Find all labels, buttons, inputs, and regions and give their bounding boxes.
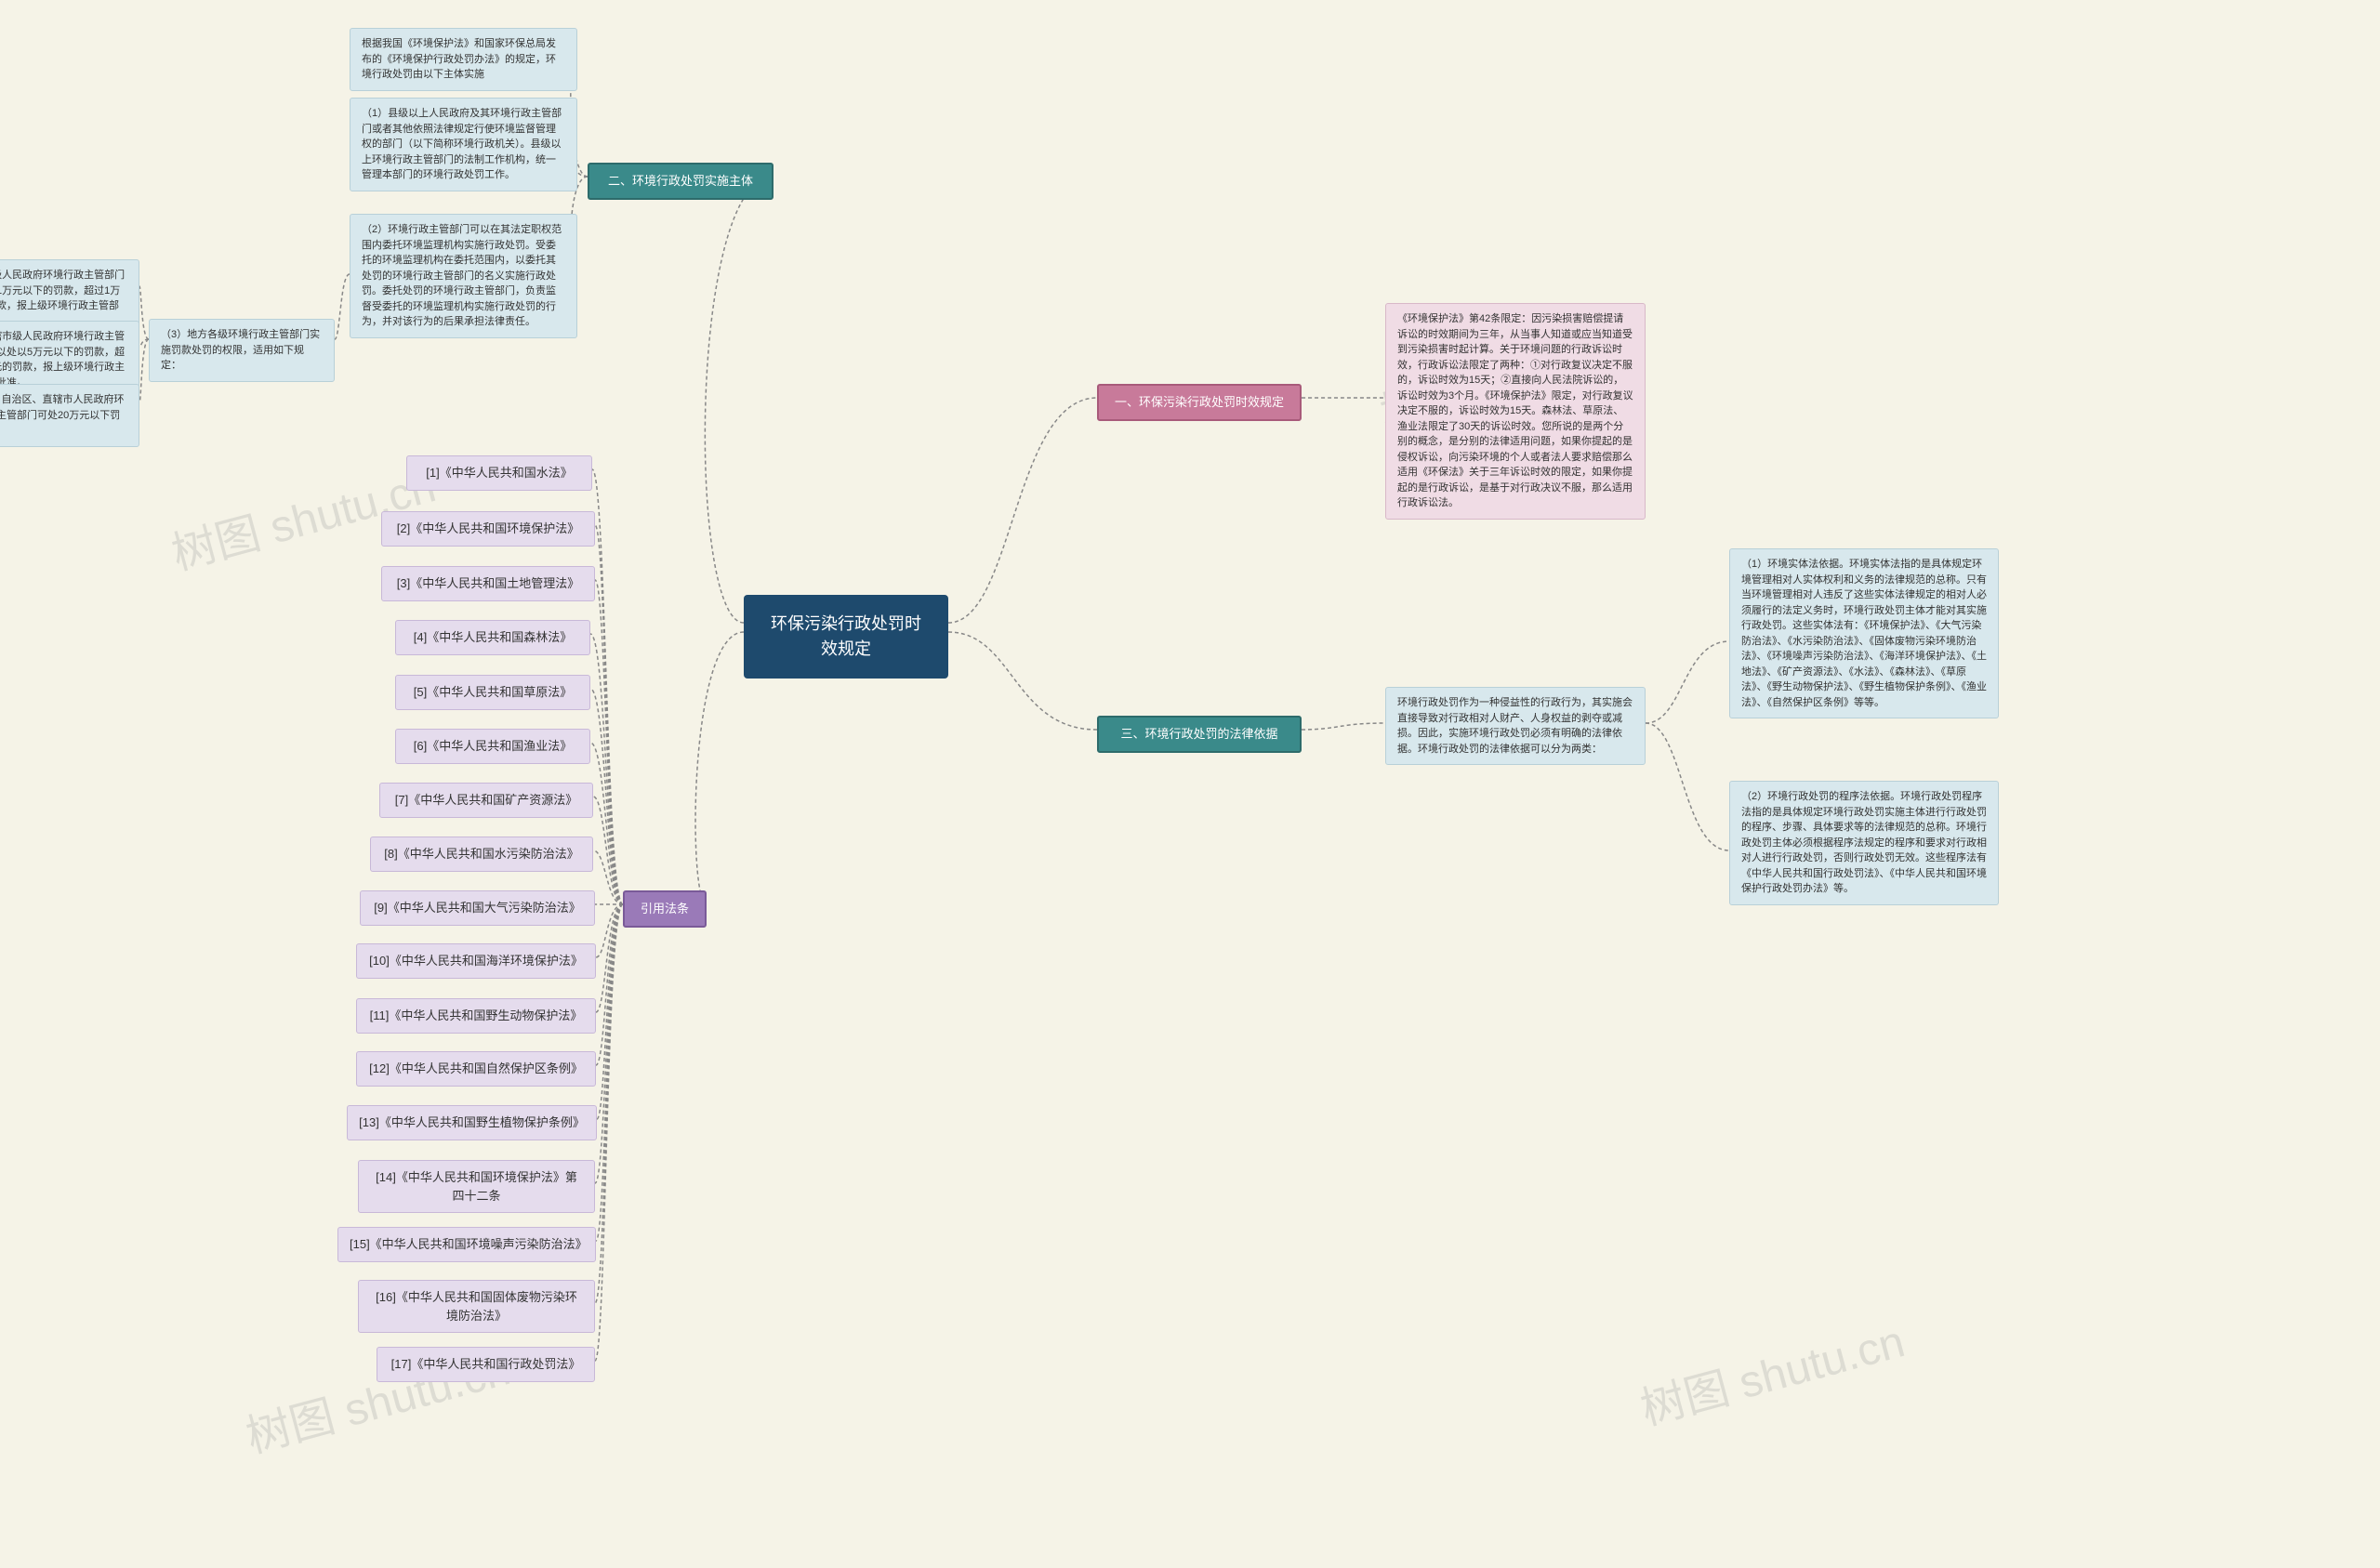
branch-references[interactable]: 引用法条 — [623, 890, 707, 928]
ref-item: [11]《中华人民共和国野生动物保护法》 — [356, 998, 596, 1034]
ref-item: [13]《中华人民共和国野生植物保护条例》 — [347, 1105, 597, 1140]
branch-timelimit[interactable]: 一、环保污染行政处罚时效规定 — [1097, 384, 1302, 421]
leaf-subject-fine-limits: （3）地方各级环境行政主管部门实施罚款处罚的权限，适用如下规定： — [149, 319, 335, 382]
leaf-timelimit-detail: 《环境保护法》第42条限定：因污染损害赔偿提请诉讼的时效期间为三年，从当事人知道… — [1385, 303, 1646, 520]
ref-item: [3]《中华人民共和国土地管理法》 — [381, 566, 595, 601]
ref-item: [1]《中华人民共和国水法》 — [406, 455, 592, 491]
ref-item: [4]《中华人民共和国森林法》 — [395, 620, 590, 655]
ref-item: [12]《中华人民共和国自然保护区条例》 — [356, 1051, 596, 1087]
ref-item: [7]《中华人民共和国矿产资源法》 — [379, 783, 593, 818]
ref-item: [2]《中华人民共和国环境保护法》 — [381, 511, 595, 547]
ref-item: [6]《中华人民共和国渔业法》 — [395, 729, 590, 764]
watermark: 树图 shutu.cn — [1633, 1305, 1911, 1438]
leaf-subject-intro: 根据我国《环境保护法》和国家环保总局发布的《环境保护行政处罚办法》的规定，环境行… — [350, 28, 577, 91]
ref-item: [8]《中华人民共和国水污染防治法》 — [370, 837, 593, 872]
branch-legal-basis[interactable]: 三、环境行政处罚的法律依据 — [1097, 716, 1302, 753]
ref-item: [5]《中华人民共和国草原法》 — [395, 675, 590, 710]
leaf-fine-c: c．省、自治区、直辖市人民政府环境行政主管部门可处20万元以下罚款。 — [0, 384, 139, 447]
branch-subject[interactable]: 二、环境行政处罚实施主体 — [588, 163, 774, 200]
leaf-subject-delegate: （2）环境行政主管部门可以在其法定职权范围内委托环境监理机构实施行政处罚。受委托… — [350, 214, 577, 338]
ref-item: [10]《中华人民共和国海洋环境保护法》 — [356, 943, 596, 979]
leaf-legal-basis-intro: 环境行政处罚作为一种侵益性的行政行为，其实施会直接导致对行政相对人财产、人身权益… — [1385, 687, 1646, 765]
ref-item: [14]《中华人民共和国环境保护法》第四十二条 — [358, 1160, 595, 1213]
leaf-subject-county: （1）县级以上人民政府及其环境行政主管部门或者其他依照法律规定行使环境监督管理权… — [350, 98, 577, 191]
ref-item: [9]《中华人民共和国大气污染防治法》 — [360, 890, 595, 926]
leaf-substantive-law: （1）环境实体法依据。环境实体法指的是具体规定环境管理相对人实体权利和义务的法律… — [1729, 548, 1999, 718]
root-node[interactable]: 环保污染行政处罚时效规定 — [744, 595, 948, 679]
ref-item: [15]《中华人民共和国环境噪声污染防治法》 — [337, 1227, 596, 1262]
ref-item: [16]《中华人民共和国固体废物污染环境防治法》 — [358, 1280, 595, 1333]
leaf-procedural-law: （2）环境行政处罚的程序法依据。环境行政处罚程序法指的是具体规定环境行政处罚实施… — [1729, 781, 1999, 905]
ref-item: [17]《中华人民共和国行政处罚法》 — [377, 1347, 595, 1382]
